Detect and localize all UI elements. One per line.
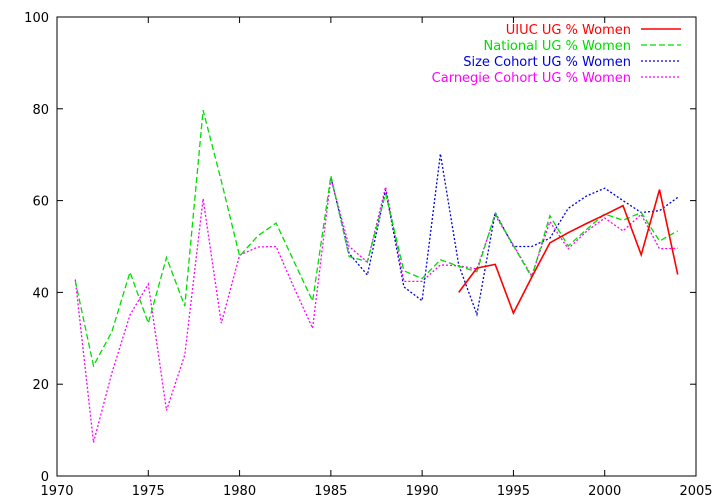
x-tick-label: 1985 bbox=[314, 484, 347, 499]
x-tick-label: 2000 bbox=[588, 484, 621, 499]
x-tick-label: 1990 bbox=[406, 484, 439, 499]
x-tick-label: 1970 bbox=[40, 484, 73, 499]
y-tick-label: 40 bbox=[32, 286, 49, 301]
y-tick-label: 20 bbox=[32, 378, 49, 393]
y-axis: 0 20 40 60 80 100 bbox=[24, 11, 696, 485]
legend-label: Size Cohort UG % Women bbox=[463, 55, 631, 70]
series-line-uiuc-ug-women bbox=[458, 189, 679, 316]
legend-label: UIUC UG % Women bbox=[506, 23, 631, 38]
x-axis: 1970 1975 1980 1985 1990 1995 2000 2005 bbox=[40, 17, 713, 499]
y-tick-label: 60 bbox=[32, 195, 49, 210]
x-tick-label: 1980 bbox=[223, 484, 256, 499]
series-line-carnegie-cohort-ug-women bbox=[74, 177, 678, 443]
x-tick-label: 1995 bbox=[497, 484, 530, 499]
series-line-national-ug-women bbox=[74, 110, 679, 368]
plot-frame bbox=[56, 16, 697, 477]
legend-label: Carnegie Cohort UG % Women bbox=[432, 71, 631, 86]
x-tick-label: 2005 bbox=[679, 484, 712, 499]
series-layer bbox=[74, 110, 679, 443]
y-tick-label: 100 bbox=[24, 11, 49, 26]
legend-label: National UG % Women bbox=[484, 39, 631, 54]
y-tick-label: 80 bbox=[32, 103, 49, 118]
y-tick-label: 0 bbox=[41, 470, 49, 485]
x-tick-label: 1975 bbox=[132, 484, 165, 499]
